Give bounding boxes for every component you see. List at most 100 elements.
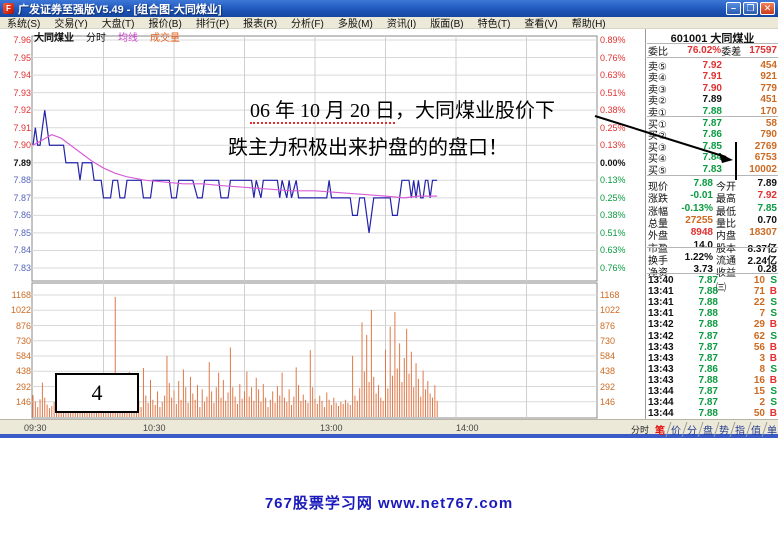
stat-row-现价: 现价 7.88 今开 7.89 (648, 178, 777, 193)
volume-axis-label: 584 (600, 351, 616, 361)
time-axis-label: 10:30 (143, 423, 166, 433)
tick-row: 13:43 7.87 3 B (648, 352, 777, 364)
tab-盘[interactable]: 盘 (700, 421, 716, 438)
tab-值[interactable]: 值 (748, 421, 764, 438)
percent-axis-label: 0.00% (600, 157, 626, 168)
menu-item-交易[interactable]: 交易(Y) (54, 19, 88, 30)
tick-row: 13:42 7.87 62 S (648, 330, 777, 342)
percent-axis-label: 0.63% (600, 245, 626, 256)
volume-axis-label: 292 (15, 381, 31, 392)
stock-name: 大同煤业 (710, 33, 755, 45)
ask-row-3[interactable]: 卖③ 7.90 779 (648, 82, 777, 96)
stat-row-市盈: 市盈 14.0 股本 8.37亿 (648, 239, 777, 255)
price-axis-label: 7.84 (13, 245, 31, 256)
ask-row-5[interactable]: 卖⑤ 7.92 454 (648, 60, 777, 73)
percent-axis-label: 0.51% (600, 87, 626, 98)
volume-axis-label: 438 (600, 366, 616, 377)
panel-divider (647, 57, 778, 58)
tab-指[interactable]: 指 (732, 421, 748, 438)
restore-button[interactable]: ❐ (743, 2, 758, 15)
menu-item-版面[interactable]: 版面(B) (430, 19, 464, 30)
tab-分[interactable]: 分 (684, 421, 700, 438)
menu-item-分析[interactable]: 分析(F) (291, 19, 324, 30)
tick-row: 13:41 7.88 7 S (648, 308, 777, 320)
stat-row-总量: 总量 27255 量比 0.70 (648, 214, 777, 230)
price-line (32, 110, 438, 234)
tick-row: 13:43 7.86 8 S (648, 363, 777, 375)
title-bar[interactable]: F 广发证券至强版V5.49 - [组合图-大同煤业] – ❐ ✕ (0, 0, 778, 17)
menu-item-大盘[interactable]: 大盘(T) (101, 19, 135, 30)
close-button[interactable]: ✕ (760, 2, 775, 15)
price-axis-label: 7.93 (13, 87, 31, 98)
percent-axis-label: 0.38% (600, 105, 626, 116)
annotation-date: 06 年 10 月 20 日 (250, 100, 395, 124)
tab-笔[interactable]: 笔 (652, 421, 668, 438)
annotation-line2: 跌主力积极出来护盘的的盘口！ (228, 137, 508, 159)
menu-bar: 系统(S) 交易(Y) 大盘(T) 报价(B) 排行(P) 报表(R) 分析(F) 多股(M)… (0, 17, 778, 30)
price-axis-label: 7.92 (13, 105, 31, 116)
menu-item-帮助[interactable]: 帮助(H) (571, 19, 606, 30)
price-axis-label: 7.83 (13, 263, 31, 273)
panel-divider (647, 247, 778, 248)
menu-item-多股[interactable]: 多股(M) (337, 19, 373, 30)
percent-axis-label: 0.51% (600, 227, 626, 238)
volume-axis-label: 876 (600, 320, 616, 331)
average-line (32, 134, 438, 199)
legend-mode-label[interactable]: 分时 (86, 33, 106, 44)
period-label[interactable]: 分时 (631, 425, 650, 435)
menu-item-资讯[interactable]: 资讯(I) (386, 19, 417, 30)
legend-average-label[interactable]: 均线 (118, 33, 138, 44)
ask-row-4[interactable]: 卖④ 7.91 921 (648, 71, 777, 85)
annotation-text: 06 年 10 月 20 日，大同煤业股价下 跌主力积极出来护盘的的盘口！ (228, 93, 628, 167)
menu-item-特色[interactable]: 特色(T) (477, 19, 511, 30)
volume-axis-label: 876 (15, 320, 31, 331)
volume-axis-label: 292 (600, 381, 616, 392)
price-axis-label: 7.86 (13, 210, 31, 221)
menu-item-系统[interactable]: 系统(S) (7, 19, 41, 30)
tick-row: 13:43 7.87 56 B (648, 341, 777, 353)
menu-item-排行[interactable]: 排行(P) (195, 19, 230, 30)
stock-code-name: 601001 大同煤业 (646, 30, 778, 46)
volume-axis-label: 1168 (600, 290, 620, 300)
price-axis-label: 7.89 (13, 157, 31, 168)
ask-row-2[interactable]: 卖② 7.89 451 (648, 94, 777, 108)
volume-axis-label: 146 (600, 396, 616, 407)
volume-axis-label: 730 (15, 335, 31, 346)
price-axis-label: 7.95 (13, 52, 31, 63)
tab-strip: 笔价分盘势指值单 (652, 421, 778, 438)
price-axis-label: 7.94 (13, 70, 31, 81)
price-axis-label: 7.91 (13, 122, 31, 133)
stock-code: 601001 (670, 33, 708, 45)
tab-单[interactable]: 单 (764, 421, 778, 438)
menu-item-报表[interactable]: 报表(R) (243, 19, 278, 30)
time-axis-label: 13:00 (320, 423, 343, 433)
volume-axis-label: 438 (15, 366, 31, 377)
percent-axis-label: 0.25% (600, 192, 626, 203)
tick-row: 13:44 7.88 50 B (648, 408, 777, 420)
bottom-strip: 09:30 10:30 13:00 14:00 分时 笔价分盘势指值单 (0, 419, 778, 438)
minimize-button[interactable]: – (726, 2, 741, 15)
percent-axis-label: 0.76% (600, 52, 626, 63)
quote-panel: 601001 大同煤业 委比 76.02% 委差 17597 卖⑤ 7.92 454 卖④ 7.… (645, 29, 778, 419)
price-axis-label: 7.96 (13, 35, 31, 45)
tab-势[interactable]: 势 (716, 421, 732, 438)
stat-row-涨跌: 涨跌 -0.01 最高 7.92 (648, 190, 777, 206)
menu-item-查看[interactable]: 查看(V) (524, 19, 558, 30)
bid-row-5[interactable]: 买⑤ 7.83 10002 (648, 163, 777, 177)
tick-row: 13:42 7.88 29 B (648, 319, 777, 331)
tick-row: 13:41 7.88 22 S (648, 297, 777, 309)
volume-axis-label: 584 (15, 351, 31, 361)
price-axis-label: 7.87 (13, 192, 31, 203)
panel-divider (647, 175, 778, 176)
window-title: 广发证券至强版V5.49 - [组合图-大同煤业] (18, 3, 222, 16)
ask-row-1[interactable]: 卖① 7.88 170 (648, 105, 777, 119)
percent-axis-label: 0.89% (600, 35, 626, 45)
volume-axis-label: 730 (600, 335, 616, 346)
price-axis-label: 7.88 (13, 175, 31, 186)
watermark-text: 767股票学习网 www.net767.com (264, 495, 514, 512)
chart-legend: 大同煤业 分时 均线 成交量 (34, 29, 180, 44)
panel-divider (647, 273, 778, 274)
tab-价[interactable]: 价 (668, 421, 684, 438)
menu-item-报价[interactable]: 报价(B) (148, 19, 182, 30)
legend-volume-label[interactable]: 成交量 (150, 33, 180, 44)
